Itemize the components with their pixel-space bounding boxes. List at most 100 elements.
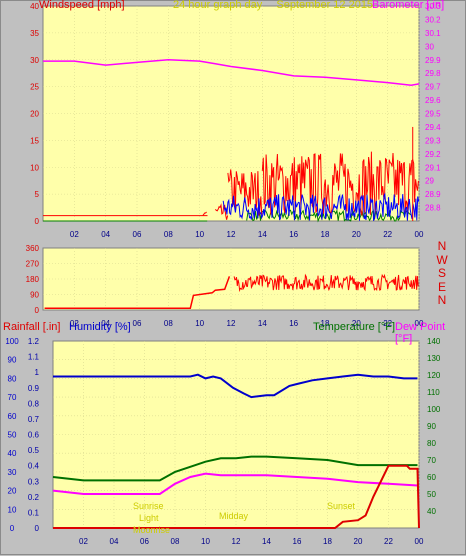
humidity-y-tick: 70 <box>8 393 17 402</box>
climate-x-tick: 20 <box>354 537 363 546</box>
baro-y-tick: 30 <box>425 42 434 51</box>
direction-x-tick: 22 <box>383 319 392 328</box>
climate-x-tick: 16 <box>293 537 302 546</box>
temp-y-tick: 50 <box>427 490 436 499</box>
direction-x-tick: 12 <box>227 319 236 328</box>
direction-x-tick: 18 <box>321 319 330 328</box>
windspeed-series-line <box>214 203 229 220</box>
wind-y-tick: 15 <box>30 136 39 145</box>
climate-x-tick: 02 <box>79 537 88 546</box>
compass-e: E <box>437 279 446 294</box>
humidity-y-tick: 0 <box>10 524 15 533</box>
rain-y-tick: 0.9 <box>28 384 40 393</box>
windspeed-series-line <box>261 151 419 216</box>
baro-y-tick: 30.3 <box>425 2 441 11</box>
chart-title-text: 24 hour graph day <box>173 0 263 11</box>
windspeed-series-line <box>202 211 207 216</box>
wind-x-tick: 18 <box>321 230 330 239</box>
direction-x-tick: 02 <box>70 319 79 328</box>
wind-y-tick: 10 <box>30 163 39 172</box>
baro-y-tick: 29.5 <box>425 110 441 119</box>
baro-y-tick: 29.8 <box>425 69 441 78</box>
direction-x-tick: 16 <box>289 319 298 328</box>
temp-y-tick: 130 <box>427 354 441 363</box>
gust-series-line <box>222 192 420 221</box>
rain-y-tick: 0.1 <box>28 508 40 517</box>
humidity-y-tick: 50 <box>8 431 17 440</box>
direction-y-tick: 90 <box>30 291 39 300</box>
direction-series-noise <box>233 273 419 293</box>
baro-y-tick: 28.9 <box>425 190 441 199</box>
rain-y-tick: 0.6 <box>28 431 40 440</box>
humidity-y-tick: 100 <box>5 337 19 346</box>
barometer-axis-title: Barometer [.in] <box>372 0 445 11</box>
humidity-y-tick: 10 <box>8 505 17 514</box>
climate-x-tick: 08 <box>171 537 180 546</box>
temp-y-tick: 70 <box>427 456 436 465</box>
baro-y-tick: 30.2 <box>425 15 441 24</box>
temp-y-tick: 80 <box>427 439 436 448</box>
humidity-axis-title: Humidity [%] <box>69 321 131 333</box>
direction-y-tick: 0 <box>35 306 40 315</box>
humidity-series-line <box>53 373 418 399</box>
wind-x-tick: 04 <box>101 230 110 239</box>
temp-y-tick: 140 <box>427 337 441 346</box>
baro-y-tick: 29.9 <box>425 56 441 65</box>
humidity-y-tick: 90 <box>8 356 17 365</box>
annotation-sunrise: Sunrise <box>133 501 164 511</box>
rainfall-series-line <box>53 464 420 529</box>
wind-x-tick: 02 <box>70 230 79 239</box>
climate-x-tick: 10 <box>201 537 210 546</box>
baro-y-tick: 29.6 <box>425 96 441 105</box>
dewpoint-series-line <box>52 472 418 495</box>
windspeed-axis-title: Windspeed [mph] <box>39 0 125 11</box>
climate-x-tick: 04 <box>110 537 119 546</box>
temp-y-tick: 90 <box>427 422 436 431</box>
annotation-light: Light <box>139 513 159 523</box>
rain-y-tick: 0.2 <box>28 493 40 502</box>
climate-x-tick: 18 <box>323 537 332 546</box>
direction-x-tick: 10 <box>195 319 204 328</box>
direction-y-tick: 270 <box>26 260 40 269</box>
compass-n-bottom: N <box>437 293 447 307</box>
compass-letters: N W S E N <box>434 239 450 308</box>
direction-x-tick: 20 <box>352 319 361 328</box>
wind-x-tick: 08 <box>164 230 173 239</box>
wind-y-tick: 5 <box>35 190 40 199</box>
direction-series-line <box>44 276 231 310</box>
climate-x-tick: 00 <box>415 537 424 546</box>
direction-x-tick: 08 <box>164 319 173 328</box>
annotation-midday: Midday <box>219 511 249 521</box>
humidity-y-tick: 80 <box>8 374 17 383</box>
baro-y-tick: 29 <box>425 177 434 186</box>
climate-x-tick: 12 <box>232 537 241 546</box>
wind-y-tick: 25 <box>30 83 39 92</box>
rain-y-tick: 0.4 <box>28 462 40 471</box>
baro-y-tick: 29.7 <box>425 83 441 92</box>
rain-y-tick: 0 <box>35 524 40 533</box>
calm-series-line <box>246 208 412 223</box>
baro-y-tick: 29.2 <box>425 150 441 159</box>
direction-x-tick: 06 <box>133 319 142 328</box>
wind-x-tick: 12 <box>227 230 236 239</box>
wind-y-tick: 40 <box>30 2 39 11</box>
wind-y-tick: 0 <box>35 217 40 226</box>
rain-y-tick: 0.5 <box>28 446 40 455</box>
barometer-series-line <box>43 59 420 87</box>
temp-y-tick: 120 <box>427 371 441 380</box>
wind-x-tick: 00 <box>415 230 424 239</box>
baro-y-tick: 29.4 <box>425 123 441 132</box>
wind-x-tick: 10 <box>195 230 204 239</box>
humidity-y-tick: 40 <box>8 449 17 458</box>
direction-y-tick: 180 <box>26 275 40 284</box>
baro-y-tick: 28.8 <box>425 204 441 213</box>
wind-plot-area <box>42 5 420 222</box>
humidity-y-tick: 30 <box>8 468 17 477</box>
direction-y-tick: 360 <box>26 244 40 253</box>
rain-y-tick: 1.2 <box>28 337 40 346</box>
temp-y-tick: 40 <box>427 507 436 516</box>
direction-x-tick: 04 <box>101 319 110 328</box>
compass-s: S <box>437 266 446 280</box>
baro-y-tick: 29.3 <box>425 136 441 145</box>
temp-y-tick: 60 <box>427 473 436 482</box>
